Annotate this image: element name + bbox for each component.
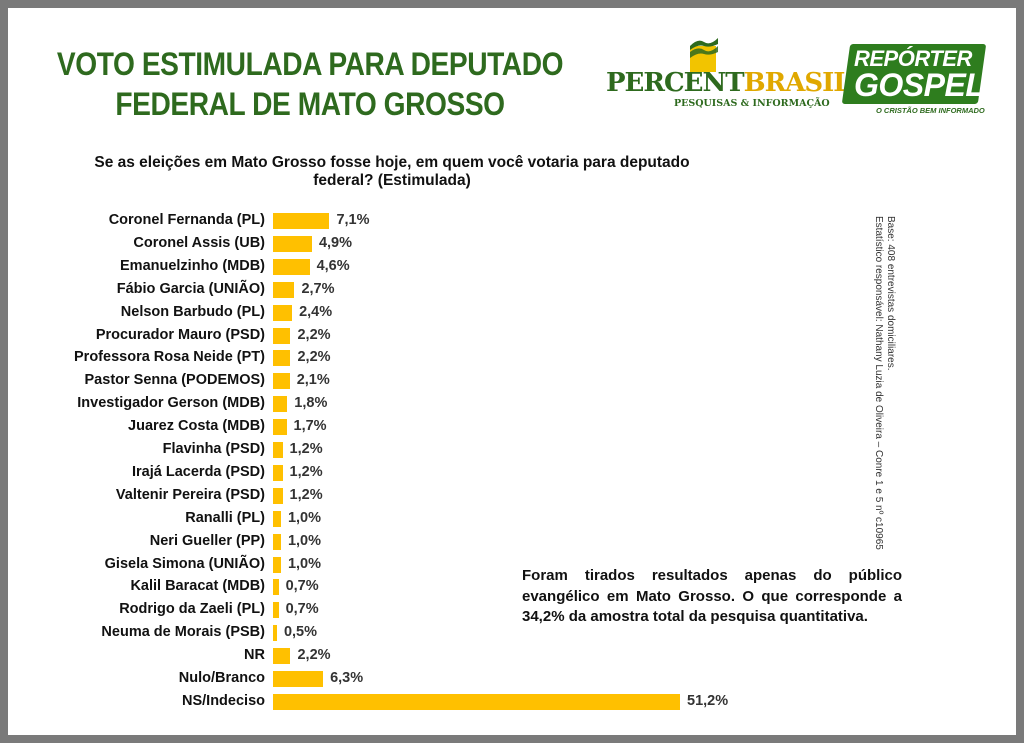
category-label: Ranalli (PL) xyxy=(185,509,265,526)
methodology-note: Base: 408 entrevistas domiciliares. Esta… xyxy=(872,216,896,550)
data-label: 1,2% xyxy=(289,441,323,457)
logo-line1: REPÓRTER xyxy=(854,46,972,71)
percent-brasil-logo: PERCENTBRASIL® PESQUISAS & INFORMAÇÃO xyxy=(604,32,868,116)
methodology-statistician: Estatístico responsável: Nathany Luzia d… xyxy=(873,216,884,550)
bar xyxy=(273,579,279,596)
flag-icon xyxy=(690,38,718,72)
data-label: 1,7% xyxy=(293,418,327,435)
category-label: Coronel Assis (UB) xyxy=(133,234,265,251)
reporter-tagline: O CRISTÃO BEM INFORMADO xyxy=(876,106,985,115)
category-label: Gisela Simona (UNIÃO) xyxy=(104,555,265,572)
category-label: Neuma de Morais (PSB) xyxy=(101,624,265,641)
category-label: NR xyxy=(244,647,265,664)
category-label: Juarez Costa (MDB) xyxy=(128,418,265,435)
sample-note: Foram tirados resultados apenas do públi… xyxy=(522,567,902,625)
brand-percent: PERCENT xyxy=(606,68,745,98)
reporter-gospel-logo: REPÓRTER GOSPEL O CRISTÃO BEM INFORMADO xyxy=(841,44,987,120)
bar xyxy=(273,419,287,436)
bar xyxy=(273,281,295,298)
data-label: 6,3% xyxy=(330,670,364,686)
category-label: Neri Gueller (PP) xyxy=(149,532,265,549)
bar xyxy=(273,442,283,458)
data-label: 1,8% xyxy=(294,395,328,412)
data-label: 2,2% xyxy=(297,349,331,366)
data-label: 2,1% xyxy=(296,372,330,389)
bar xyxy=(273,648,291,665)
category-label: Nelson Barbudo (PL) xyxy=(120,303,265,320)
methodology-base: Base: 408 entrevistas domiciliares. xyxy=(885,216,896,371)
category-label: Procurador Mauro (PSD) xyxy=(95,326,265,343)
bar xyxy=(273,625,277,642)
data-label: 51,2% xyxy=(687,692,729,709)
category-label: Rodrigo da Zaeli (PL) xyxy=(119,601,265,618)
bar xyxy=(273,350,291,367)
bar xyxy=(273,258,310,275)
category-label: Professora Rosa Neide (PT) xyxy=(74,349,265,366)
data-label: 2,2% xyxy=(297,326,331,343)
category-label: Emanuelzinho (MDB) xyxy=(120,257,265,274)
percent-tagline: PESQUISAS & INFORMAÇÃO xyxy=(674,98,830,109)
data-label: 1,0% xyxy=(287,555,321,572)
data-label: 1,2% xyxy=(289,486,323,503)
category-label: Irajá Lacerda (PSD) xyxy=(132,463,265,480)
bar xyxy=(273,327,291,344)
bar xyxy=(273,396,288,413)
category-label: Flavinha (PSD) xyxy=(162,441,265,457)
bar xyxy=(273,213,330,229)
bar xyxy=(273,373,290,390)
brand-brasil: BRASIL xyxy=(743,68,852,98)
bar xyxy=(273,533,281,550)
data-label: 1,0% xyxy=(287,509,321,526)
data-label: 4,9% xyxy=(318,234,352,251)
category-label: Fábio Garcia (UNIÃO) xyxy=(116,280,265,297)
data-label: 7,1% xyxy=(336,212,370,228)
data-label: 4,6% xyxy=(316,257,350,274)
data-label: 1,0% xyxy=(287,532,321,549)
data-label: 2,7% xyxy=(301,280,335,297)
percent-brasil-wordmark: PERCENTBRASIL® xyxy=(606,68,868,98)
category-label: Pastor Senna (PODEMOS) xyxy=(84,372,265,389)
data-label: 2,4% xyxy=(299,303,333,320)
data-label: 0,7% xyxy=(285,601,319,618)
category-label: Kalil Baracat (MDB) xyxy=(130,578,265,595)
bar xyxy=(273,235,312,252)
bar xyxy=(273,510,281,527)
slide-frame xyxy=(8,8,1016,735)
data-label: 0,7% xyxy=(285,578,319,595)
category-label: Coronel Fernanda (PL) xyxy=(108,212,265,228)
data-label: 0,5% xyxy=(283,624,318,641)
page-title: VOTO ESTIMULADA PARA DEPUTADO FEDERAL DE… xyxy=(56,46,564,122)
logo-line2: GOSPEL xyxy=(854,67,985,103)
data-label: 2,2% xyxy=(297,647,331,664)
bar xyxy=(273,487,283,504)
chart-title: Se as eleições em Mato Grosso fosse hoje… xyxy=(94,154,690,189)
category-label: NS/Indeciso xyxy=(182,692,265,709)
category-label: Investigador Gerson (MDB) xyxy=(77,395,265,412)
bar xyxy=(273,556,281,573)
data-label: 1,2% xyxy=(289,463,323,480)
category-label: Nulo/Branco xyxy=(178,670,265,686)
bar xyxy=(273,693,680,710)
category-label: Valtenir Pereira (PSD) xyxy=(115,486,265,503)
bar xyxy=(273,464,283,481)
bar xyxy=(273,602,279,619)
bar xyxy=(273,671,324,687)
bar xyxy=(273,304,293,321)
